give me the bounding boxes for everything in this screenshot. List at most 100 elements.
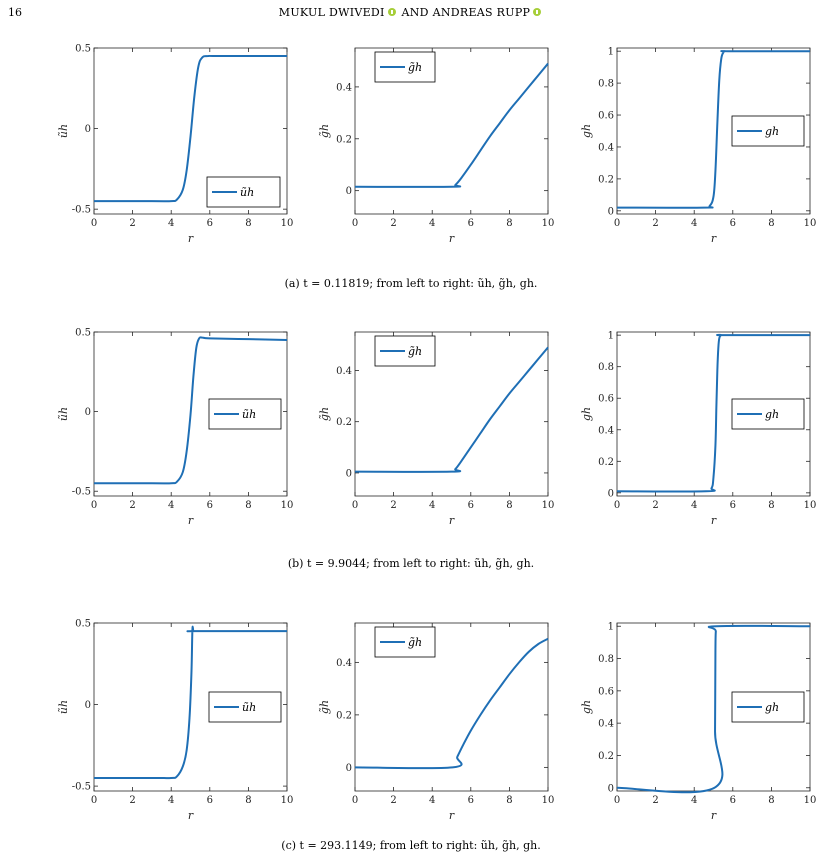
orcid-icon[interactable] bbox=[533, 8, 542, 16]
series-line bbox=[616, 50, 810, 209]
legend-label: gh bbox=[765, 701, 779, 714]
legend-box bbox=[731, 398, 805, 430]
orcid-icon[interactable] bbox=[387, 8, 396, 16]
y-axis-label: g̃h bbox=[318, 700, 331, 714]
chart-b-2: 0 2 4 6 8 10 0 0.2 0.4 0.6 0.8 1 r gh gh bbox=[580, 331, 816, 527]
y-axis-label: gh bbox=[580, 407, 593, 421]
series-line bbox=[94, 625, 287, 780]
x-axis-label: r bbox=[711, 514, 717, 527]
x-tick-label: 2 bbox=[390, 795, 396, 806]
y-tick-label: 0.6 bbox=[598, 111, 614, 122]
x-tick-label: 8 bbox=[245, 795, 251, 806]
y-axis-label: g̃h bbox=[318, 407, 331, 421]
x-tick-label: 8 bbox=[245, 218, 251, 229]
y-tick-label: 0 bbox=[346, 468, 352, 479]
y-tick-label: 0.4 bbox=[598, 142, 614, 153]
legend: gh bbox=[731, 398, 805, 430]
y-tick-label: 1 bbox=[608, 47, 614, 58]
y-tick-label: 0.2 bbox=[598, 457, 614, 468]
y-tick-label: 0.4 bbox=[336, 82, 352, 93]
x-tick-label: 10 bbox=[542, 218, 555, 229]
x-tick-label: 4 bbox=[429, 500, 435, 511]
chart-c-2: 0 2 4 6 8 10 0 0.2 0.4 0.6 0.8 1 r gh gh bbox=[580, 622, 816, 822]
x-tick-label: 6 bbox=[468, 218, 474, 229]
chart-a-1: 0 2 4 6 8 10 0 0.2 0.4 r g̃h g̃h bbox=[318, 47, 555, 245]
y-tick-label: 0.4 bbox=[598, 719, 614, 730]
y-tick-label: 0 bbox=[346, 186, 352, 197]
y-tick-label: 1 bbox=[608, 331, 614, 342]
series-line bbox=[94, 54, 287, 203]
x-tick-label: 0 bbox=[352, 218, 358, 229]
y-tick-label: 0.6 bbox=[598, 686, 614, 697]
legend: g̃h bbox=[374, 51, 436, 83]
y-tick-label: 0 bbox=[608, 206, 614, 217]
y-axis-label: g̃h bbox=[318, 124, 331, 138]
x-tick-label: 4 bbox=[691, 218, 697, 229]
y-axis-label: ũh bbox=[57, 700, 70, 714]
x-axis-label: r bbox=[188, 514, 194, 527]
legend: gh bbox=[731, 115, 805, 147]
x-tick-label: 4 bbox=[691, 500, 697, 511]
y-tick-label: 0 bbox=[85, 124, 91, 135]
x-tick-label: 0 bbox=[352, 500, 358, 511]
x-tick-label: 10 bbox=[804, 218, 817, 229]
x-tick-label: 2 bbox=[390, 500, 396, 511]
legend: ũh bbox=[208, 691, 282, 723]
chart-b-1: 0 2 4 6 8 10 0 0.2 0.4 r g̃h g̃h bbox=[318, 331, 554, 527]
x-tick-label: 4 bbox=[691, 795, 697, 806]
y-tick-label: 0.4 bbox=[336, 366, 352, 377]
x-tick-label: 10 bbox=[281, 500, 294, 511]
author-name-2: ANDREAS RUPP bbox=[432, 6, 531, 19]
x-tick-label: 0 bbox=[91, 218, 97, 229]
x-tick-label: 0 bbox=[352, 795, 358, 806]
x-tick-label: 2 bbox=[652, 218, 658, 229]
x-tick-label: 2 bbox=[652, 500, 658, 511]
y-axis-label: gh bbox=[580, 700, 593, 714]
y-axis-label: gh bbox=[580, 124, 593, 138]
legend: g̃h bbox=[374, 626, 436, 658]
legend: g̃h bbox=[374, 335, 436, 367]
y-tick-label: 0.2 bbox=[336, 710, 352, 721]
x-tick-label: 2 bbox=[390, 218, 396, 229]
y-axis-label: ũh bbox=[57, 124, 70, 138]
x-tick-label: 6 bbox=[207, 500, 213, 511]
x-tick-label: 8 bbox=[768, 795, 774, 806]
chart-a-2: 0 2 4 6 8 10 0 0.2 0.4 0.6 0.8 1 r gh gh bbox=[580, 47, 816, 245]
x-tick-label: 4 bbox=[168, 795, 174, 806]
y-tick-label: 0.5 bbox=[75, 328, 91, 339]
x-tick-label: 8 bbox=[506, 500, 512, 511]
x-tick-label: 0 bbox=[614, 500, 620, 511]
x-tick-label: 10 bbox=[804, 500, 817, 511]
legend-label: g̃h bbox=[408, 636, 422, 649]
legend-label: g̃h bbox=[408, 345, 422, 358]
x-tick-label: 6 bbox=[207, 795, 213, 806]
legend-label: gh bbox=[765, 125, 779, 138]
x-tick-label: 2 bbox=[129, 218, 135, 229]
y-tick-label: 0 bbox=[85, 407, 91, 418]
y-tick-label: 0.5 bbox=[75, 44, 91, 55]
x-axis-label: r bbox=[449, 232, 455, 245]
y-tick-label: 0 bbox=[85, 700, 91, 711]
x-tick-label: 10 bbox=[804, 795, 817, 806]
y-tick-label: 0.4 bbox=[598, 425, 614, 436]
series-line bbox=[616, 624, 811, 794]
x-axis-label: r bbox=[711, 232, 717, 245]
legend-label: ũh bbox=[240, 186, 254, 199]
y-tick-label: 0.2 bbox=[598, 751, 614, 762]
caption-c: (c) t = 293.1149; from left to right: ũh… bbox=[281, 839, 541, 852]
y-tick-label: 0.6 bbox=[598, 394, 614, 405]
y-tick-label: 0.2 bbox=[336, 134, 352, 145]
legend-label: gh bbox=[765, 408, 779, 421]
x-tick-label: 0 bbox=[91, 500, 97, 511]
x-tick-label: 10 bbox=[281, 795, 294, 806]
y-tick-label: 0.8 bbox=[598, 79, 614, 90]
y-axis-label: ũh bbox=[57, 407, 70, 421]
x-tick-label: 8 bbox=[768, 218, 774, 229]
x-tick-label: 4 bbox=[429, 795, 435, 806]
x-tick-label: 6 bbox=[468, 795, 474, 806]
legend: ũh bbox=[206, 176, 281, 208]
x-tick-label: 10 bbox=[281, 218, 294, 229]
